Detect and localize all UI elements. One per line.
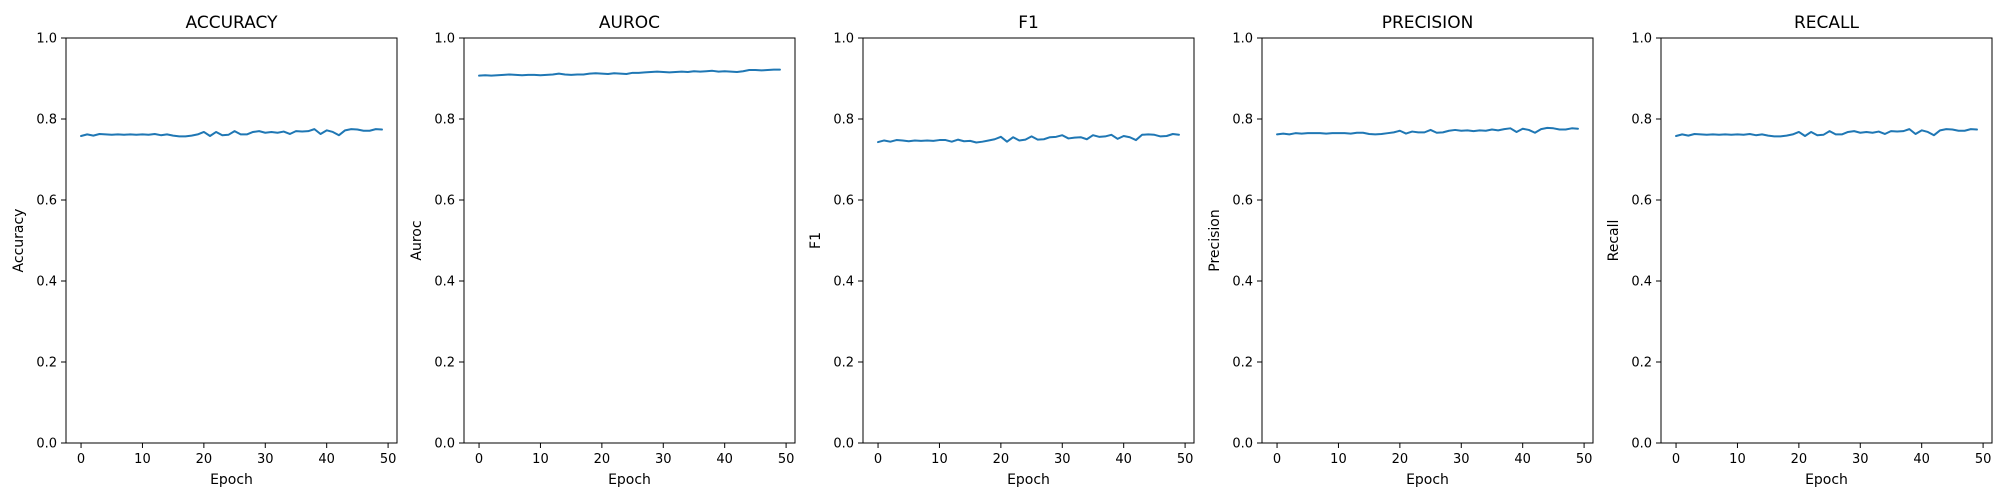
accuracy-y-tick-label: 0.6 (36, 194, 57, 209)
precision-x-tick-label: 10 (1330, 452, 1347, 467)
recall-x-axis-label: Epoch (1805, 472, 1848, 488)
recall-chart: 0 10 20 30 40 50 0.0 0.2 0.4 0.6 0.8 1.0 RECALL Epoch… (1606, 13, 1993, 488)
auroc-y-tick-label: 0.2 (434, 356, 455, 371)
f1-y-tick-label: 0.4 (833, 275, 854, 290)
accuracy-series-line (80, 128, 383, 138)
f1-x-tick-label: 30 (1054, 452, 1071, 467)
recall-x-tick-label: 20 (1791, 452, 1808, 467)
accuracy-axes-frame (65, 37, 398, 444)
recall-y-tick-label: 0.4 (1631, 275, 1652, 290)
precision-chart: 0 10 20 30 40 50 0.0 0.2 0.4 0.6 0.8 1.0 PRECISION Ep… (1207, 13, 1594, 488)
auroc-x-axis-label: Epoch (608, 472, 651, 488)
auroc-x-tick-label: 20 (594, 452, 611, 467)
f1-y-axis-label: F1 (808, 232, 824, 249)
recall-x-tick-label: 10 (1729, 452, 1746, 467)
accuracy-y-tick-label: 0.0 (36, 437, 57, 452)
recall-y-tick-label: 1.0 (1631, 32, 1652, 47)
recall-y-tick-label: 0.0 (1631, 437, 1652, 452)
auroc-x-tick-label: 50 (778, 452, 795, 467)
auroc-y-tick-label: 0.0 (434, 437, 455, 452)
auroc-x-tick-label: 30 (655, 452, 672, 467)
f1-axes-frame (862, 37, 1195, 444)
recall-y-tick-label: 0.2 (1631, 356, 1652, 371)
precision-y-axis-label: Precision (1207, 209, 1223, 271)
auroc-x-tick-label: 40 (716, 452, 733, 467)
auroc-y-tick-label: 1.0 (434, 32, 455, 47)
accuracy-chart: 0 10 20 30 40 50 0.0 0.2 0.4 0.6 0.8 1.0 ACCURACY Epo… (11, 13, 398, 488)
accuracy-x-tick-label: 50 (380, 452, 397, 467)
auroc-y-tick-label: 0.8 (434, 113, 455, 128)
f1-x-axis-label: Epoch (1007, 472, 1050, 488)
recall-axes-frame (1660, 37, 1993, 444)
auroc-axes-frame (463, 37, 796, 444)
f1-y-tick-label: 0.6 (833, 194, 854, 209)
accuracy-x-tick-label: 0 (77, 452, 85, 467)
recall-x-tick-label: 30 (1852, 452, 1869, 467)
recall-chart-title: RECALL (1794, 13, 1860, 33)
accuracy-chart-title: ACCURACY (186, 13, 279, 33)
accuracy-y-tick-label: 0.4 (36, 275, 57, 290)
f1-chart: 0 10 20 30 40 50 0.0 0.2 0.4 0.6 0.8 1.0 F1 Epoch F1 (808, 13, 1195, 488)
f1-chart-title: F1 (1018, 13, 1039, 33)
precision-axes-frame (1261, 37, 1594, 444)
precision-series-line (1276, 126, 1579, 136)
accuracy-y-axis-label: Accuracy (11, 209, 27, 273)
precision-x-tick-label: 50 (1576, 452, 1593, 467)
precision-y-tick-label: 0.0 (1232, 437, 1253, 452)
auroc-x-tick-label: 10 (532, 452, 549, 467)
accuracy-x-tick-label: 30 (257, 452, 274, 467)
f1-y-tick-label: 1.0 (833, 32, 854, 47)
accuracy-x-tick-label: 40 (318, 452, 335, 467)
precision-x-axis-label: Epoch (1406, 472, 1449, 488)
auroc-chart: 0 10 20 30 40 50 0.0 0.2 0.4 0.6 0.8 1.0 AUROC Epoch A… (409, 13, 796, 488)
auroc-y-tick-label: 0.6 (434, 194, 455, 209)
f1-x-tick-label: 10 (931, 452, 948, 467)
f1-x-tick-label: 0 (874, 452, 882, 467)
accuracy-x-axis-label: Epoch (210, 472, 253, 488)
recall-y-axis-label: Recall (1606, 220, 1622, 262)
precision-x-tick-label: 20 (1392, 452, 1409, 467)
precision-x-tick-label: 30 (1453, 452, 1470, 467)
auroc-y-tick-label: 0.4 (434, 275, 455, 290)
auroc-x-tick-label: 0 (475, 452, 483, 467)
recall-y-tick-label: 0.8 (1631, 113, 1652, 128)
f1-y-tick-label: 0.2 (833, 356, 854, 371)
precision-y-tick-label: 0.8 (1232, 113, 1253, 128)
f1-y-tick-label: 0.0 (833, 437, 854, 452)
precision-x-tick-label: 0 (1273, 452, 1281, 467)
accuracy-y-tick-label: 1.0 (36, 32, 57, 47)
auroc-series-line (478, 68, 781, 77)
accuracy-y-tick-label: 0.2 (36, 356, 57, 371)
auroc-y-axis-label: Auroc (409, 220, 425, 260)
recall-y-tick-label: 0.6 (1631, 194, 1652, 209)
auroc-chart-title: AUROC (599, 13, 660, 33)
recall-x-tick-label: 0 (1672, 452, 1680, 467)
accuracy-x-tick-label: 20 (196, 452, 213, 467)
precision-chart-title: PRECISION (1382, 13, 1474, 33)
recall-x-tick-label: 40 (1913, 452, 1930, 467)
precision-y-tick-label: 0.6 (1232, 194, 1253, 209)
precision-y-tick-label: 0.2 (1232, 356, 1253, 371)
precision-y-tick-label: 1.0 (1232, 32, 1253, 47)
f1-x-tick-label: 40 (1115, 452, 1132, 467)
accuracy-y-tick-label: 0.8 (36, 113, 57, 128)
f1-x-tick-label: 20 (993, 452, 1010, 467)
f1-x-tick-label: 50 (1177, 452, 1194, 467)
f1-y-tick-label: 0.8 (833, 113, 854, 128)
recall-x-tick-label: 50 (1975, 452, 1992, 467)
recall-series-line (1675, 128, 1978, 138)
precision-y-tick-label: 0.4 (1232, 275, 1253, 290)
precision-x-tick-label: 40 (1514, 452, 1531, 467)
f1-series-line (877, 132, 1180, 144)
accuracy-x-tick-label: 10 (134, 452, 151, 467)
